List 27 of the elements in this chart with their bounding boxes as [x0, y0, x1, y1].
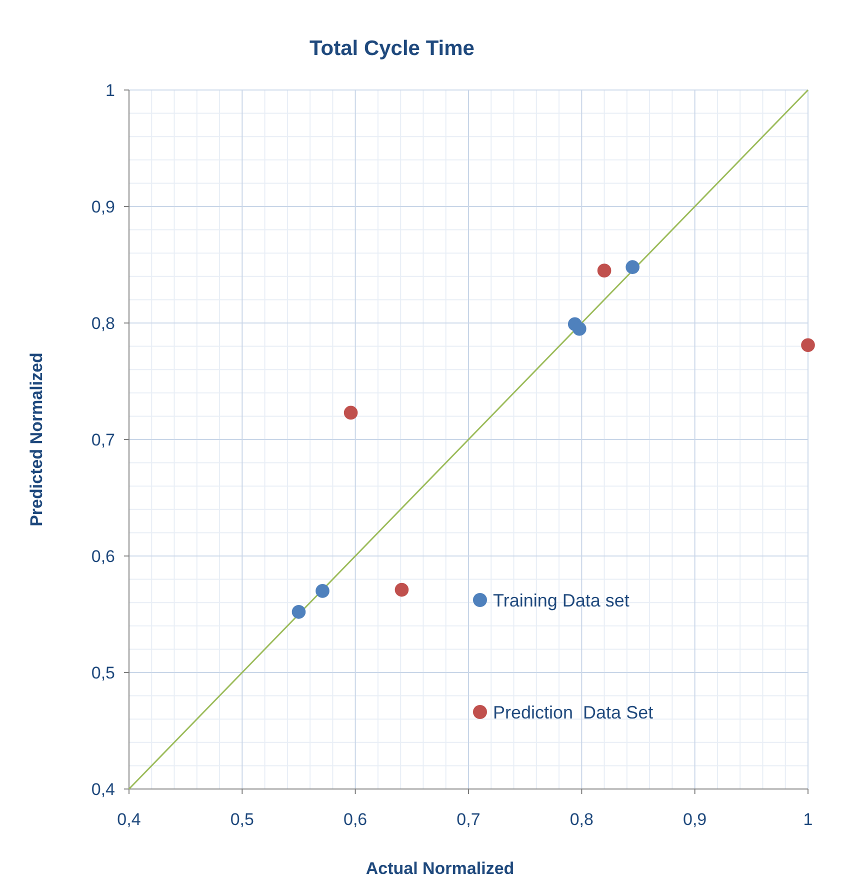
legend-label: Prediction Data Set	[493, 702, 654, 722]
x-tick-label: 0,5	[230, 810, 254, 829]
x-tick-label: 0,9	[683, 810, 707, 829]
x-tick-label: 0,4	[117, 810, 141, 829]
y-tick-label: 0,9	[91, 197, 115, 216]
point	[597, 264, 612, 278]
x-tick-label: 1	[803, 810, 813, 829]
y-tick-label: 0,5	[91, 663, 115, 682]
y-tick-label: 0,6	[91, 546, 115, 566]
point	[292, 605, 306, 619]
y-axis-title: Predicted Normalized	[27, 352, 46, 526]
y-tick-label: 0,8	[91, 314, 115, 333]
point	[626, 260, 640, 274]
point	[394, 582, 409, 597]
chart-title: Total Cycle Time	[310, 37, 474, 60]
point	[572, 322, 586, 336]
y-tick-label: 0,4	[91, 780, 115, 799]
point	[344, 406, 358, 420]
y-tick-label: 1	[106, 80, 115, 100]
point	[316, 584, 330, 598]
point	[801, 338, 815, 352]
x-tick-label: 0,7	[456, 810, 480, 829]
legend-label: Training Data set	[493, 590, 630, 610]
y-tick-label: 0,7	[91, 430, 115, 450]
x-tick-label: 0,6	[344, 810, 368, 829]
x-tick-label: 0,8	[570, 810, 594, 829]
x-axis-title: Actual Normalized	[366, 859, 514, 878]
